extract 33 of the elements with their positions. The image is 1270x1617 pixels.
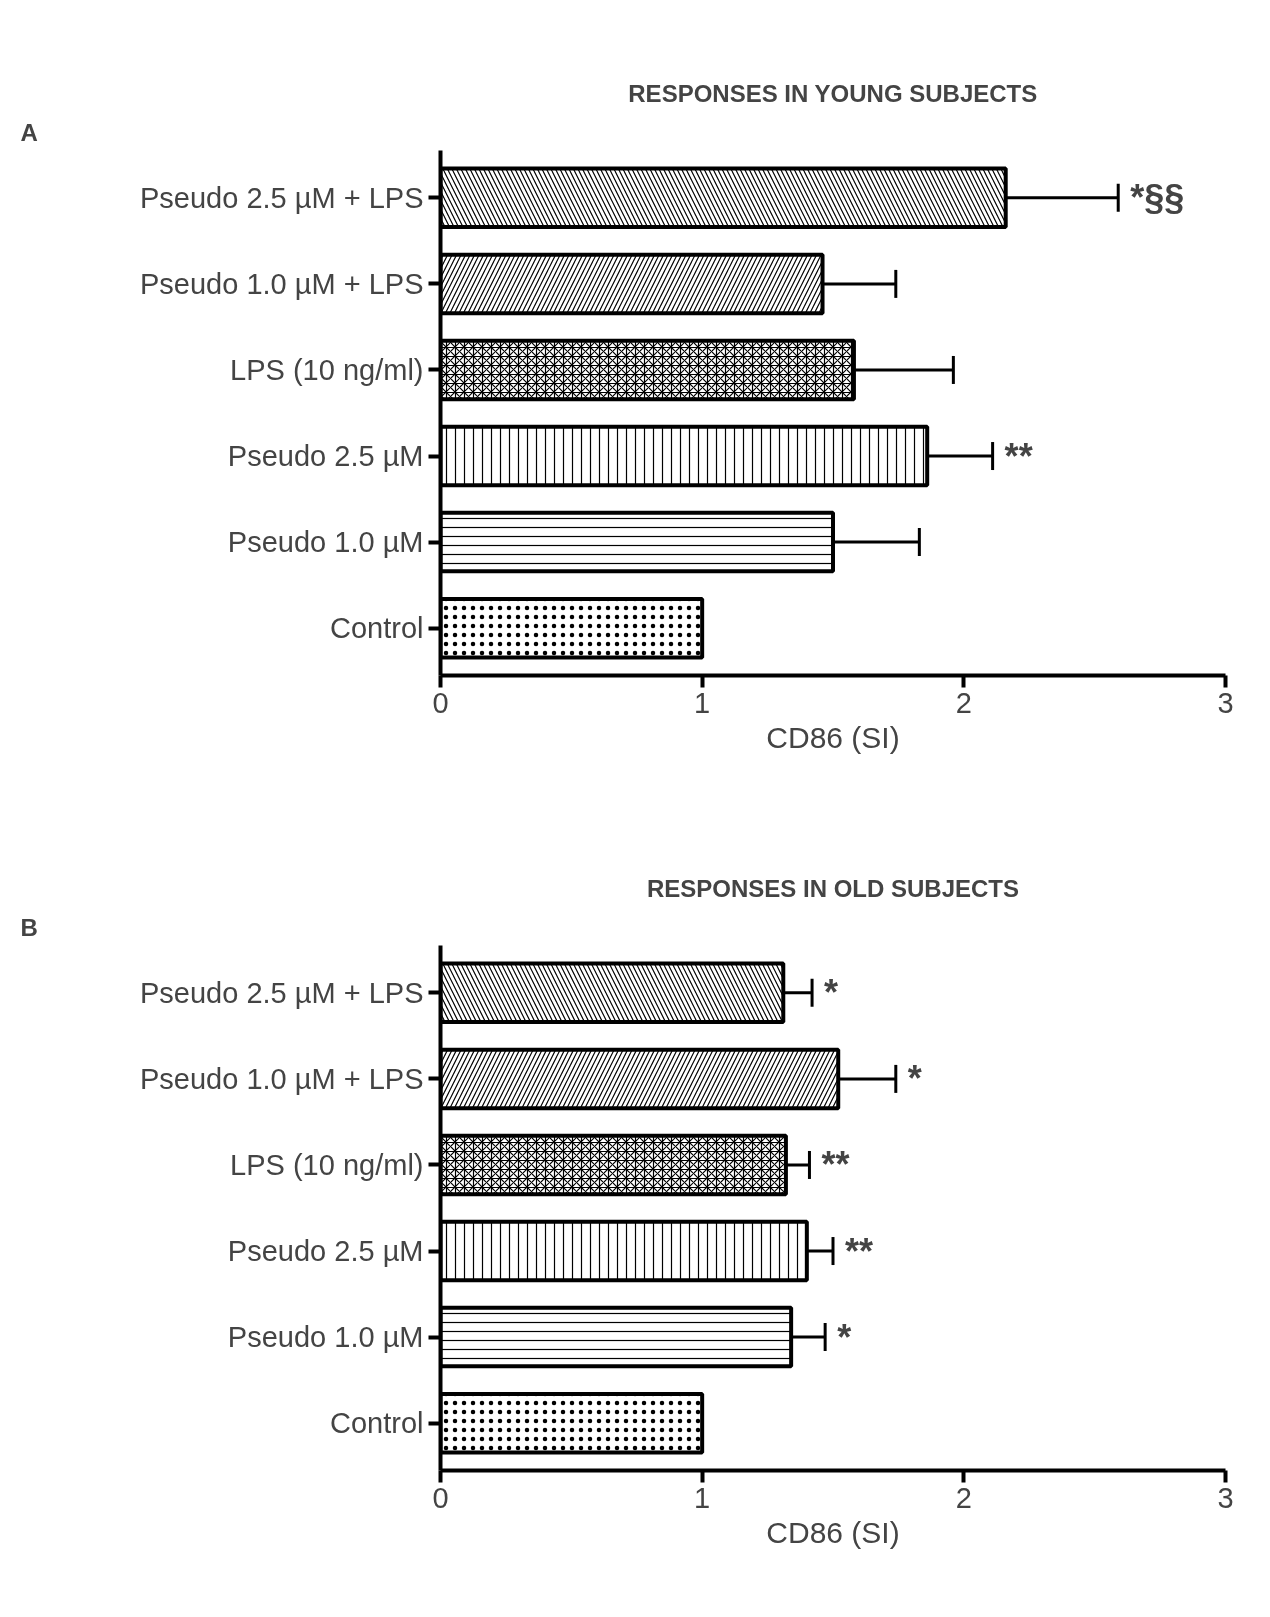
x-tick-label: 2 bbox=[955, 1481, 972, 1514]
y-tick-label: Pseudo 2.5 µM bbox=[227, 440, 424, 473]
y-tick-label: Pseudo 1.0 µM bbox=[227, 526, 424, 559]
y-tick-label: Pseudo 2.5 µM bbox=[227, 1235, 424, 1268]
annotation: * bbox=[837, 1316, 852, 1358]
x-tick-label: 3 bbox=[1217, 686, 1234, 719]
y-tick-label: Control bbox=[330, 1407, 424, 1440]
annotation: *§§ bbox=[1130, 177, 1185, 219]
x-tick-label: 1 bbox=[694, 686, 711, 719]
annotation: ** bbox=[1004, 435, 1033, 477]
chart-title: RESPONSES IN OLD SUBJECTS bbox=[646, 874, 1020, 902]
y-tick-label: Pseudo 1.0 µM + LPS bbox=[139, 1062, 424, 1095]
y-tick-label: Pseudo 1.0 µM bbox=[227, 1321, 424, 1354]
text: B bbox=[20, 913, 38, 941]
x-tick-label: 2 bbox=[955, 686, 972, 719]
annotation: ** bbox=[821, 1144, 850, 1186]
y-tick-label: Pseudo 2.5 µM + LPS bbox=[139, 181, 424, 214]
y-tick-label: LPS (10 ng/ml) bbox=[230, 353, 424, 386]
y-tick-label: Pseudo 2.5 µM + LPS bbox=[139, 976, 424, 1009]
x-axis-title: CD86 (SI) bbox=[766, 1515, 900, 1549]
annotation: ** bbox=[845, 1230, 874, 1272]
annotation: * bbox=[907, 1058, 922, 1100]
x-tick-label: 3 bbox=[1217, 1481, 1234, 1514]
x-tick-label: 1 bbox=[694, 1481, 711, 1514]
x-axis-title: CD86 (SI) bbox=[766, 720, 900, 754]
text: A bbox=[20, 118, 38, 146]
x-tick-label: 0 bbox=[432, 1481, 449, 1514]
x-tick-label: 0 bbox=[432, 686, 449, 719]
y-tick-label: LPS (10 ng/ml) bbox=[230, 1148, 424, 1181]
y-tick-label: Pseudo 1.0 µM + LPS bbox=[139, 267, 424, 300]
annotation: * bbox=[824, 972, 839, 1014]
chart-title: RESPONSES IN YOUNG SUBJECTS bbox=[628, 79, 1038, 107]
y-tick-label: Control bbox=[330, 612, 424, 645]
